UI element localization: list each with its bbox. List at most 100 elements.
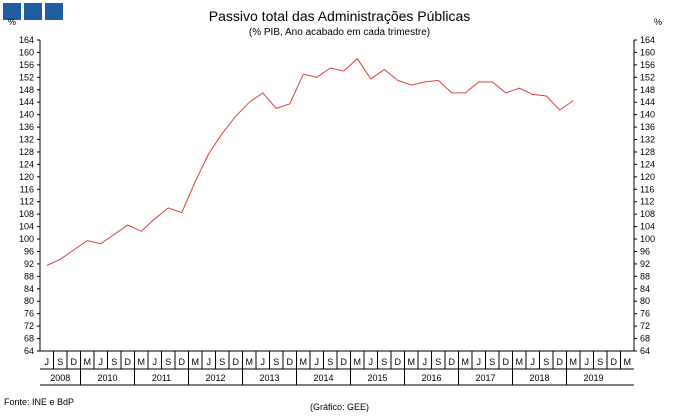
y-tick-label-right: 148 — [640, 85, 655, 95]
x-tick-label: J — [531, 357, 536, 367]
y-tick-label-left: 64 — [24, 346, 34, 356]
year-label: 2018 — [529, 373, 549, 383]
y-tick-label-left: 92 — [24, 259, 34, 269]
year-label: 2014 — [313, 373, 333, 383]
y-tick-label-right: 124 — [640, 159, 655, 169]
x-tick-label: J — [45, 357, 50, 367]
year-label: 2019 — [583, 373, 603, 383]
y-tick-label-right: 156 — [640, 60, 655, 70]
x-tick-label: S — [219, 357, 225, 367]
y-tick-label-left: 72 — [24, 321, 34, 331]
y-tick-label-right: 84 — [640, 284, 650, 294]
x-tick-label: D — [557, 357, 564, 367]
x-tick-label: M — [192, 357, 200, 367]
y-tick-label-left: 140 — [19, 110, 34, 120]
x-tick-label: J — [423, 357, 428, 367]
y-tick-label-left: 144 — [19, 97, 34, 107]
x-tick-label: D — [449, 357, 456, 367]
x-tick-label: M — [246, 357, 254, 367]
y-tick-label-left: 80 — [24, 296, 34, 306]
credit-note: (Gráfico: GEE) — [309, 402, 369, 412]
x-tick-label: M — [516, 357, 524, 367]
source-note: Fonte: INE e BdP — [4, 397, 75, 407]
y-tick-label-right: 116 — [640, 184, 654, 194]
logo-square — [3, 3, 21, 20]
logo-square — [45, 3, 63, 20]
y-tick-label-left: 96 — [24, 246, 34, 256]
series-line — [46, 57, 574, 266]
y-axis-unit-right: % — [654, 17, 662, 27]
y-tick-label-left: 156 — [19, 60, 34, 70]
y-tick-label-left: 120 — [19, 172, 34, 182]
y-tick-label-left: 132 — [19, 135, 34, 145]
year-label: 2012 — [205, 373, 225, 383]
y-tick-label-left: 160 — [19, 47, 34, 57]
x-tick-label: S — [489, 357, 495, 367]
y-tick-label-right: 68 — [640, 334, 650, 344]
x-tick-label: J — [99, 357, 104, 367]
x-tick-label: M — [84, 357, 92, 367]
y-tick-label-left: 88 — [24, 271, 34, 281]
y-tick-label-right: 100 — [640, 234, 655, 244]
x-tick-label: S — [435, 357, 441, 367]
x-tick-label: S — [273, 357, 279, 367]
x-tick-label: M — [570, 357, 578, 367]
logo — [3, 3, 63, 20]
x-tick-label: S — [327, 357, 333, 367]
x-tick-label: M — [408, 357, 416, 367]
y-tick-label-left: 128 — [19, 147, 34, 157]
year-label: 2017 — [475, 373, 495, 383]
y-tick-label-right: 108 — [640, 209, 655, 219]
y-tick-label-left: 108 — [19, 209, 34, 219]
y-tick-label-right: 72 — [640, 321, 650, 331]
y-tick-label-left: 148 — [19, 85, 34, 95]
x-tick-label: M — [624, 357, 632, 367]
y-tick-label-right: 104 — [640, 222, 655, 232]
y-tick-label-left: 84 — [24, 284, 34, 294]
x-tick-label: M — [354, 357, 362, 367]
y-tick-label-right: 120 — [640, 172, 655, 182]
year-label: 2008 — [50, 373, 70, 383]
y-tick-label-left: 152 — [19, 72, 34, 82]
year-label: 2010 — [97, 373, 117, 383]
y-tick-label-left: 136 — [19, 122, 34, 132]
x-tick-label: D — [287, 357, 294, 367]
x-tick-label: J — [585, 357, 590, 367]
year-label: 2013 — [259, 373, 279, 383]
y-tick-label-right: 80 — [640, 296, 650, 306]
x-tick-label: S — [165, 357, 171, 367]
x-tick-label: D — [233, 357, 240, 367]
x-tick-label: S — [543, 357, 549, 367]
x-tick-label: D — [611, 357, 618, 367]
y-tick-label-left: 116 — [20, 184, 34, 194]
x-tick-label: D — [179, 357, 186, 367]
y-tick-label-right: 96 — [640, 246, 650, 256]
x-tick-label: J — [477, 357, 482, 367]
y-tick-label-right: 132 — [640, 135, 655, 145]
x-tick-label: M — [462, 357, 470, 367]
y-tick-label-right: 64 — [640, 346, 650, 356]
year-label: 2016 — [421, 373, 441, 383]
year-label: 2015 — [367, 373, 387, 383]
y-tick-label-right: 152 — [640, 72, 655, 82]
y-tick-label-right: 160 — [640, 47, 655, 57]
x-tick-label: D — [71, 357, 78, 367]
x-tick-label: S — [57, 357, 63, 367]
chart-subtitle: (% PIB, Ano acabado em cada trimestre) — [248, 27, 431, 38]
x-tick-label: S — [381, 357, 387, 367]
x-tick-label: S — [111, 357, 117, 367]
y-tick-label-right: 88 — [640, 271, 650, 281]
x-tick-label: M — [300, 357, 308, 367]
x-tick-label: M — [138, 357, 146, 367]
y-axis-unit-left: % — [8, 17, 16, 27]
x-tick-label: D — [503, 357, 510, 367]
chart-title: Passivo total das Administrações Pública… — [208, 8, 471, 24]
x-tick-label: D — [341, 357, 348, 367]
year-label: 2011 — [152, 373, 171, 383]
x-tick-label: J — [261, 357, 266, 367]
y-tick-label-left: 76 — [24, 309, 34, 319]
y-tick-label-right: 164 — [640, 35, 655, 45]
x-tick-label: J — [315, 357, 320, 367]
y-tick-label-left: 124 — [19, 159, 34, 169]
